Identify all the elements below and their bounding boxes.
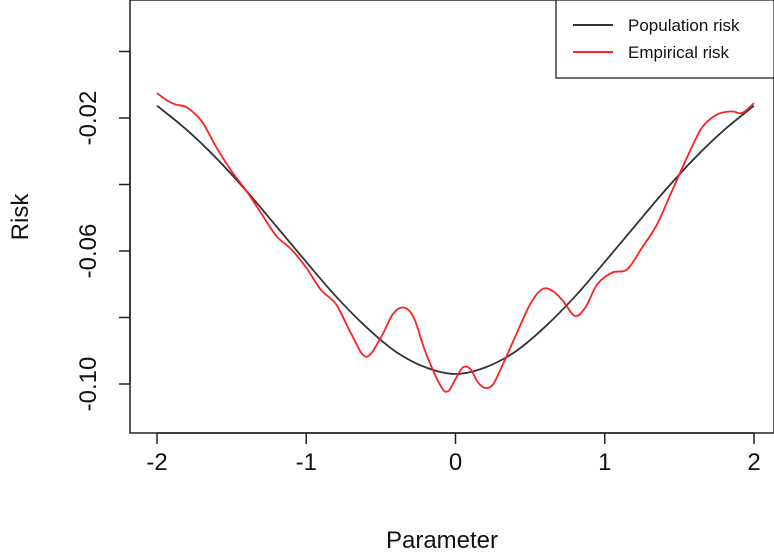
y-tick-label: -0.06 bbox=[75, 224, 102, 279]
x-axis: -2 -1 0 1 2 bbox=[146, 432, 761, 476]
x-tick-label: -2 bbox=[146, 449, 167, 476]
population-risk-line bbox=[156, 105, 755, 375]
legend-box bbox=[555, 0, 774, 79]
legend-label: Empirical risk bbox=[628, 43, 730, 62]
legend-label: Population risk bbox=[628, 16, 740, 35]
x-tick-label: 2 bbox=[747, 449, 760, 476]
series-layer bbox=[156, 92, 755, 393]
x-tick-label: 0 bbox=[449, 449, 462, 476]
x-tick-label: 1 bbox=[598, 449, 611, 476]
x-axis-label: Parameter bbox=[386, 527, 498, 554]
legend: Population risk Empirical risk bbox=[555, 0, 774, 79]
y-tick-label: -0.10 bbox=[75, 357, 102, 412]
empirical-risk-line bbox=[156, 92, 755, 393]
x-tick-label: -1 bbox=[296, 449, 317, 476]
y-tick-label: -0.02 bbox=[75, 91, 102, 146]
y-axis: -0.10 -0.06 -0.02 bbox=[75, 50, 131, 412]
y-axis-label: Risk bbox=[7, 193, 34, 241]
